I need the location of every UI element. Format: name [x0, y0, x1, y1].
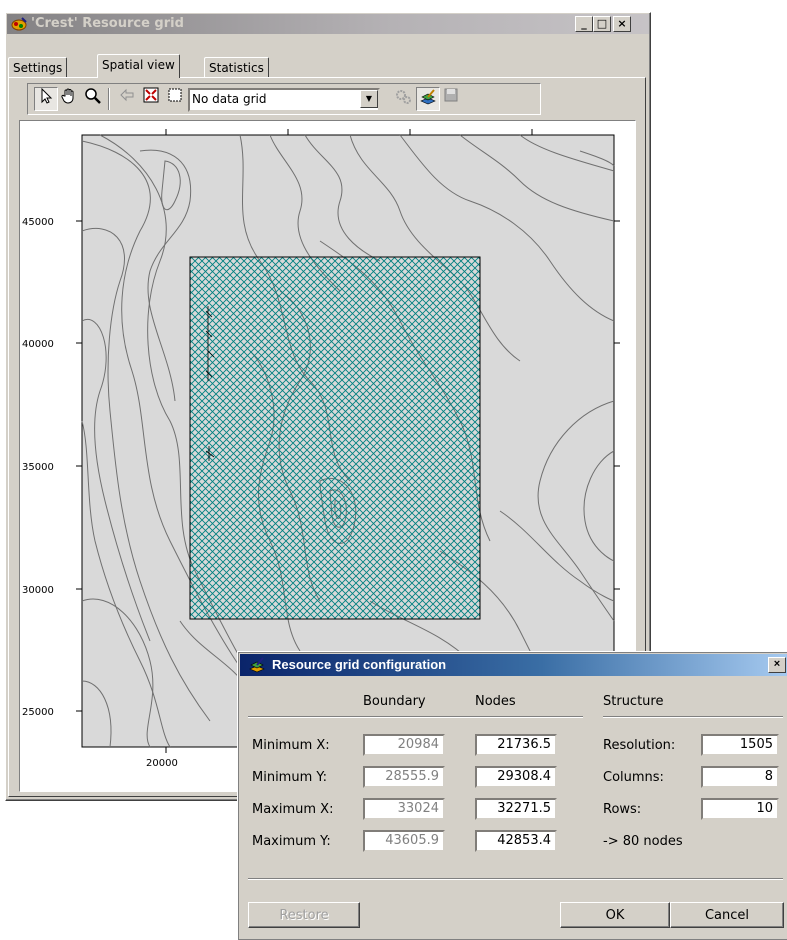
min-y-label: Minimum Y: — [252, 770, 327, 785]
pan-hand-icon[interactable] — [58, 87, 80, 109]
x-tick-label: 20000 — [146, 758, 178, 769]
nodes-min-y-field[interactable]: 29308.4 — [475, 766, 557, 788]
boundary-min-x-field: 20984 — [363, 734, 445, 756]
zoom-magnifier-icon[interactable] — [82, 87, 104, 109]
tab-settings[interactable]: Settings — [8, 57, 68, 78]
dialog-app-icon — [248, 656, 266, 681]
restore-button[interactable]: Restore — [248, 902, 360, 928]
rows-field[interactable]: 10 — [701, 798, 779, 820]
dialog-title: Resource grid configuration — [272, 657, 447, 672]
structure-header: Structure — [603, 694, 664, 709]
window-title: 'Crest' Resource grid — [31, 16, 184, 31]
boundary-max-x-field: 33024 — [363, 798, 445, 820]
y-tick-label: 25000 — [22, 707, 54, 718]
y-tick-label: 30000 — [22, 585, 54, 596]
rows-label: Rows: — [603, 802, 642, 817]
toolbar-separator — [108, 88, 110, 110]
y-tick-label: 40000 — [22, 339, 54, 350]
dialog-titlebar[interactable]: Resource grid configuration × — [240, 654, 787, 676]
cancel-button[interactable]: Cancel — [670, 902, 784, 928]
header-divider — [248, 716, 583, 718]
resolution-label: Resolution: — [603, 738, 676, 753]
close-button[interactable]: × — [613, 16, 631, 32]
max-y-label: Maximum Y: — [252, 834, 331, 849]
select-arrow-icon[interactable] — [34, 87, 58, 111]
window-titlebar[interactable]: 'Crest' Resource grid _ □ × — [7, 14, 649, 34]
structure-divider — [603, 716, 783, 718]
gears-icon[interactable] — [392, 87, 414, 109]
resource-grid-region — [189, 256, 481, 620]
boundary-max-y-field: 43605.9 — [363, 830, 445, 852]
ok-button[interactable]: OK — [560, 902, 670, 928]
y-tick-label: 45000 — [22, 217, 54, 228]
tab-statistics[interactable]: Statistics — [204, 57, 269, 78]
min-x-label: Minimum X: — [252, 738, 330, 753]
nodes-max-y-field[interactable]: 42853.4 — [475, 830, 557, 852]
dialog-close-button[interactable]: × — [768, 657, 786, 673]
maximize-button[interactable]: □ — [593, 16, 611, 32]
app-icon — [10, 15, 28, 40]
grid-select-value: No data grid — [192, 92, 267, 106]
grid-select[interactable]: No data grid ▼ — [188, 88, 380, 112]
button-divider — [248, 878, 783, 880]
nodes-max-x-field[interactable]: 32271.5 — [475, 798, 557, 820]
point-markers — [205, 306, 215, 461]
nodes-min-x-field[interactable]: 21736.5 — [475, 734, 557, 756]
select-region-icon[interactable] — [164, 87, 186, 109]
columns-field[interactable]: 8 — [701, 766, 779, 788]
node-count-summary: -> 80 nodes — [603, 834, 683, 849]
minimize-button[interactable]: _ — [575, 16, 593, 32]
columns-label: Columns: — [603, 770, 664, 785]
layer-edit-icon[interactable] — [416, 87, 440, 111]
chevron-down-icon[interactable]: ▼ — [360, 90, 378, 108]
resolution-field[interactable]: 1505 — [701, 734, 779, 756]
save-icon[interactable] — [440, 87, 462, 109]
max-x-label: Maximum X: — [252, 802, 334, 817]
boundary-min-y-field: 28555.9 — [363, 766, 445, 788]
resource-grid-config-dialog: Resource grid configuration × Boundary N… — [237, 651, 787, 940]
nodes-header: Nodes — [475, 694, 516, 709]
zoom-extent-icon[interactable] — [140, 87, 162, 109]
y-tick-label: 35000 — [22, 462, 54, 473]
map-toolbar: No data grid ▼ — [27, 83, 541, 115]
boundary-header: Boundary — [363, 694, 426, 709]
back-arrow-icon[interactable] — [116, 87, 138, 109]
tab-spatial-view[interactable]: Spatial view — [97, 54, 180, 78]
